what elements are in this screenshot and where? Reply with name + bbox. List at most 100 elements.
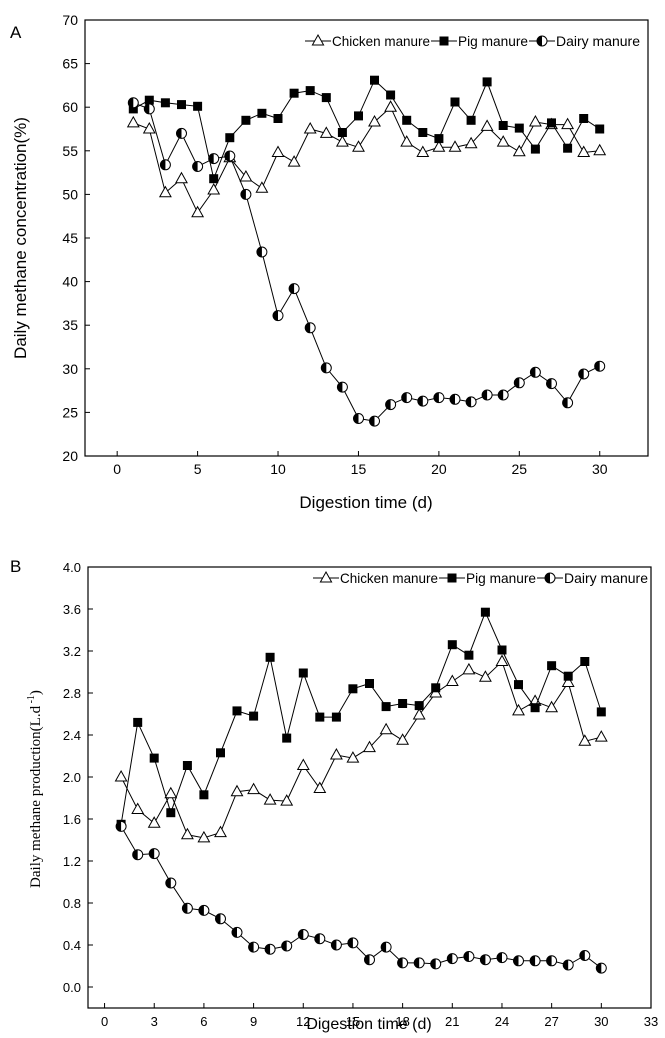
data-point bbox=[133, 717, 143, 727]
data-point bbox=[450, 97, 460, 107]
data-point bbox=[596, 707, 606, 717]
x-tick-label: 25 bbox=[512, 461, 528, 477]
data-point bbox=[513, 377, 525, 389]
data-point bbox=[514, 680, 523, 690]
data-point bbox=[562, 959, 574, 971]
data-point bbox=[579, 114, 589, 123]
data-point bbox=[128, 104, 138, 114]
y-tick-label: 35 bbox=[62, 317, 78, 333]
data-point bbox=[561, 675, 575, 687]
legend-label: Chicken manure bbox=[340, 570, 438, 586]
data-point bbox=[465, 396, 477, 408]
data-point bbox=[578, 368, 590, 380]
data-point bbox=[165, 877, 177, 889]
data-point bbox=[321, 93, 331, 103]
plot-frame bbox=[84, 19, 649, 457]
data-point bbox=[114, 769, 128, 782]
series-line bbox=[120, 610, 602, 825]
data-point bbox=[412, 707, 426, 720]
data-point bbox=[594, 360, 606, 372]
data-point bbox=[208, 153, 220, 165]
data-point bbox=[398, 699, 408, 708]
data-point bbox=[337, 128, 347, 137]
data-point bbox=[320, 362, 332, 374]
legend: Dairy manure Pig manure Chicken manure bbox=[305, 33, 640, 49]
data-point bbox=[288, 283, 300, 295]
series-chicken-manure bbox=[114, 654, 608, 843]
series-line bbox=[133, 106, 600, 214]
x-tick-label: 15 bbox=[351, 461, 367, 477]
data-point bbox=[248, 941, 260, 953]
x-tick-label: 3 bbox=[151, 1014, 158, 1029]
data-point bbox=[115, 820, 127, 832]
data-point bbox=[273, 114, 283, 123]
data-point bbox=[192, 161, 204, 172]
y-axis-label-close: ) bbox=[28, 690, 44, 695]
y-tick-label: 0.8 bbox=[63, 896, 81, 911]
y-tick-label: 55 bbox=[62, 143, 78, 159]
data-point bbox=[381, 702, 391, 712]
data-point bbox=[282, 733, 292, 743]
data-point bbox=[498, 121, 508, 130]
data-point bbox=[263, 793, 277, 805]
data-point bbox=[365, 679, 374, 688]
y-tick-label: 2.8 bbox=[63, 686, 81, 701]
legend-label: Pig manure bbox=[466, 570, 536, 586]
data-point bbox=[480, 607, 490, 617]
data-point bbox=[594, 730, 608, 742]
legend-item: Dairy manure bbox=[537, 570, 648, 586]
legend-marker bbox=[536, 35, 548, 47]
data-point bbox=[530, 703, 540, 713]
data-point bbox=[449, 393, 461, 405]
data-point bbox=[464, 136, 478, 149]
series-line bbox=[133, 102, 600, 422]
data-point bbox=[369, 415, 380, 427]
data-point bbox=[131, 802, 145, 814]
data-point bbox=[479, 954, 491, 966]
series-line bbox=[120, 826, 602, 969]
data-point bbox=[418, 128, 428, 137]
data-point bbox=[480, 119, 494, 131]
y-tick-label: 2.0 bbox=[63, 770, 81, 785]
data-point bbox=[416, 145, 430, 157]
data-point bbox=[580, 657, 590, 666]
data-point bbox=[561, 117, 575, 130]
data-point bbox=[247, 782, 261, 795]
data-point bbox=[370, 75, 379, 85]
data-point bbox=[417, 395, 429, 407]
data-point bbox=[330, 939, 342, 951]
data-point bbox=[547, 661, 557, 671]
legend-item: Chicken manure bbox=[305, 33, 430, 49]
data-point bbox=[289, 88, 299, 98]
series-dairy-manure bbox=[115, 820, 607, 974]
x-tick-label: 15 bbox=[346, 1014, 360, 1029]
x-tick-label: 30 bbox=[594, 1014, 608, 1029]
data-point bbox=[216, 748, 225, 758]
y-tick-label: 0.0 bbox=[63, 980, 81, 995]
data-point bbox=[207, 182, 221, 195]
x-tick-label: 33 bbox=[644, 1014, 658, 1029]
data-point bbox=[335, 135, 349, 147]
y-tick-label: 4.0 bbox=[63, 560, 81, 575]
data-point bbox=[563, 671, 573, 681]
data-point bbox=[432, 140, 446, 152]
data-point bbox=[595, 962, 607, 974]
data-point bbox=[352, 140, 365, 152]
x-tick-label: 5 bbox=[194, 461, 202, 477]
y-tick-label: 25 bbox=[62, 404, 78, 420]
y-axis-label-sup: -1 bbox=[26, 695, 37, 706]
data-point bbox=[563, 143, 573, 153]
data-point bbox=[231, 926, 243, 938]
data-point bbox=[176, 127, 187, 139]
y-tick-label: 3.6 bbox=[63, 602, 81, 617]
y-axis-label-main: Daily methane production(L.d bbox=[28, 705, 44, 888]
data-point bbox=[127, 97, 139, 109]
data-point bbox=[177, 100, 186, 110]
panel-b: B Digestion time (d) Daily methane produ… bbox=[10, 557, 658, 1033]
series-dairy-manure bbox=[127, 97, 606, 427]
data-point bbox=[126, 115, 140, 128]
y-tick-label: 1.2 bbox=[63, 854, 81, 869]
data-point bbox=[305, 86, 315, 96]
data-point bbox=[191, 205, 205, 218]
data-point bbox=[298, 668, 308, 678]
